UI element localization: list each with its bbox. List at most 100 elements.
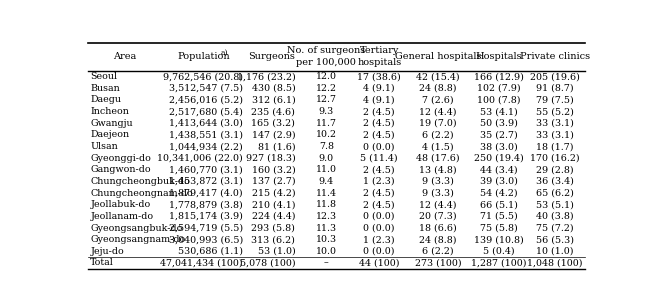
Text: Jeju-do: Jeju-do [90, 247, 124, 256]
Text: 18 (1.7): 18 (1.7) [537, 142, 574, 151]
Text: 2,594,719 (5.5): 2,594,719 (5.5) [169, 224, 243, 233]
Text: Incheon: Incheon [90, 107, 129, 116]
Text: –: – [324, 259, 328, 267]
Text: 12.2: 12.2 [316, 84, 337, 93]
Text: Chungcheongnam-do: Chungcheongnam-do [90, 188, 193, 198]
Text: Surgeons: Surgeons [248, 52, 294, 61]
Text: Seoul: Seoul [90, 72, 118, 81]
Text: 430 (8.5): 430 (8.5) [252, 84, 296, 93]
Text: 7.8: 7.8 [319, 142, 334, 151]
Text: 75 (7.2): 75 (7.2) [536, 224, 574, 233]
Text: 2 (4.5): 2 (4.5) [363, 107, 395, 116]
Text: 11.8: 11.8 [316, 200, 337, 209]
Text: 530,686 (1.1): 530,686 (1.1) [178, 247, 243, 256]
Text: No. of surgeons: No. of surgeons [287, 46, 365, 55]
Text: Gangwon-do: Gangwon-do [90, 165, 151, 174]
Text: 2,456,016 (5.2): 2,456,016 (5.2) [169, 95, 243, 104]
Text: 53 (5.1): 53 (5.1) [536, 200, 574, 209]
Text: 50 (3.9): 50 (3.9) [480, 119, 518, 128]
Text: Gyeongsangnam-do: Gyeongsangnam-do [90, 235, 185, 244]
Text: 137 (2.7): 137 (2.7) [252, 177, 296, 186]
Text: 44 (3.4): 44 (3.4) [480, 165, 518, 174]
Text: 79 (7.5): 79 (7.5) [536, 95, 574, 104]
Text: 53 (4.1): 53 (4.1) [480, 107, 518, 116]
Text: 5 (11.4): 5 (11.4) [361, 154, 398, 163]
Text: 17 (38.6): 17 (38.6) [357, 72, 401, 81]
Text: 100 (7.8): 100 (7.8) [478, 95, 521, 104]
Text: 10.2: 10.2 [316, 130, 337, 140]
Text: 0 (0.0): 0 (0.0) [363, 142, 395, 151]
Text: hospitals: hospitals [357, 58, 401, 67]
Text: 91 (8.7): 91 (8.7) [536, 84, 574, 93]
Text: Hospitals: Hospitals [476, 52, 522, 61]
Text: 224 (4.4): 224 (4.4) [252, 212, 296, 221]
Text: Busan: Busan [90, 84, 120, 93]
Text: Gyeongsangbuk-do: Gyeongsangbuk-do [90, 224, 183, 233]
Text: 11.3: 11.3 [316, 224, 337, 233]
Text: 312 (6.1): 312 (6.1) [252, 95, 296, 104]
Text: 215 (4.2): 215 (4.2) [252, 188, 296, 198]
Text: 1,815,174 (3.9): 1,815,174 (3.9) [169, 212, 243, 221]
Text: 33 (3.1): 33 (3.1) [536, 130, 574, 140]
Text: 55 (5.2): 55 (5.2) [536, 107, 574, 116]
Text: 10,341,006 (22.0): 10,341,006 (22.0) [157, 154, 243, 163]
Text: Daejeon: Daejeon [90, 130, 129, 140]
Text: 293 (5.8): 293 (5.8) [252, 224, 296, 233]
Text: 24 (8.8): 24 (8.8) [419, 235, 457, 244]
Text: Gyeonggi-do: Gyeonggi-do [90, 154, 151, 163]
Text: 2 (4.5): 2 (4.5) [363, 119, 395, 128]
Text: Gwangju: Gwangju [90, 119, 133, 128]
Text: 205 (19.6): 205 (19.6) [530, 72, 580, 81]
Text: 9.3: 9.3 [319, 107, 334, 116]
Text: 53 (1.0): 53 (1.0) [258, 247, 296, 256]
Text: 6 (2.2): 6 (2.2) [422, 130, 454, 140]
Text: 3,512,547 (7.5): 3,512,547 (7.5) [169, 84, 243, 93]
Text: 48 (17.6): 48 (17.6) [417, 154, 460, 163]
Text: 0 (0.0): 0 (0.0) [363, 224, 395, 233]
Text: 1 (2.3): 1 (2.3) [363, 177, 395, 186]
Text: a): a) [221, 49, 229, 57]
Text: 75 (5.8): 75 (5.8) [480, 224, 518, 233]
Text: Private clinics: Private clinics [520, 52, 590, 61]
Text: 10.0: 10.0 [316, 247, 337, 256]
Text: 1,879,417 (4.0): 1,879,417 (4.0) [170, 188, 243, 198]
Text: 20 (7.3): 20 (7.3) [419, 212, 457, 221]
Text: 42 (15.4): 42 (15.4) [417, 72, 460, 81]
Text: 6 (2.2): 6 (2.2) [422, 247, 454, 256]
Text: 273 (100): 273 (100) [415, 259, 461, 267]
Text: 1,048 (100): 1,048 (100) [528, 259, 583, 267]
Text: 18 (6.6): 18 (6.6) [419, 224, 457, 233]
Text: 2 (4.5): 2 (4.5) [363, 165, 395, 174]
Text: 4 (1.5): 4 (1.5) [422, 142, 454, 151]
Text: 0 (0.0): 0 (0.0) [363, 247, 395, 256]
Text: 38 (3.0): 38 (3.0) [480, 142, 518, 151]
Text: 2,517,680 (5.4): 2,517,680 (5.4) [169, 107, 243, 116]
Text: 54 (4.2): 54 (4.2) [480, 188, 518, 198]
Text: 47,041,434 (100): 47,041,434 (100) [160, 259, 243, 267]
Text: 35 (2.7): 35 (2.7) [480, 130, 518, 140]
Text: 927 (18.3): 927 (18.3) [246, 154, 296, 163]
Text: Daegu: Daegu [90, 95, 122, 104]
Text: 235 (4.6): 235 (4.6) [252, 107, 296, 116]
Text: 12.7: 12.7 [316, 95, 337, 104]
Text: 313 (6.2): 313 (6.2) [252, 235, 296, 244]
Text: 165 (3.2): 165 (3.2) [252, 119, 296, 128]
Text: Ulsan: Ulsan [90, 142, 118, 151]
Text: Jeollabuk-do: Jeollabuk-do [90, 200, 150, 209]
Text: 12.3: 12.3 [316, 212, 337, 221]
Text: 2 (4.5): 2 (4.5) [363, 200, 395, 209]
Text: 1 (2.3): 1 (2.3) [363, 235, 395, 244]
Text: 12 (4.4): 12 (4.4) [419, 200, 457, 209]
Text: 139 (10.8): 139 (10.8) [474, 235, 524, 244]
Text: 9.4: 9.4 [319, 177, 334, 186]
Text: 39 (3.0): 39 (3.0) [480, 177, 518, 186]
Text: Chungcheongbuk-do: Chungcheongbuk-do [90, 177, 190, 186]
Text: 12.0: 12.0 [316, 72, 337, 81]
Text: 9 (3.3): 9 (3.3) [422, 188, 454, 198]
Text: 44 (100): 44 (100) [359, 259, 399, 267]
Text: 1,287 (100): 1,287 (100) [471, 259, 527, 267]
Text: 4 (9.1): 4 (9.1) [363, 95, 395, 104]
Text: 71 (5.5): 71 (5.5) [480, 212, 518, 221]
Text: 10.3: 10.3 [316, 235, 337, 244]
Text: 36 (3.4): 36 (3.4) [536, 177, 574, 186]
